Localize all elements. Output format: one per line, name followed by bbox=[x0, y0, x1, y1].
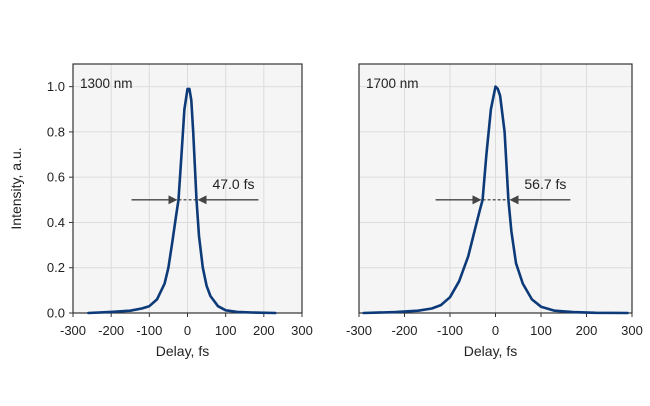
pulse-curve bbox=[87, 87, 277, 315]
y-tick-label: 0.2 bbox=[47, 260, 65, 275]
fwhm-label: 47.0 fs bbox=[212, 176, 254, 192]
x-tick-label: 100 bbox=[215, 323, 237, 338]
panel-label: 1300 nm bbox=[80, 76, 133, 91]
x-tick-label: -300 bbox=[346, 323, 372, 338]
x-tick-label: -300 bbox=[60, 323, 86, 338]
x-tick-label: -200 bbox=[98, 323, 124, 338]
x-axis-label: Delay, fs bbox=[464, 343, 517, 359]
y-tick-label: 1.0 bbox=[47, 79, 65, 94]
x-tick-label: -100 bbox=[136, 323, 162, 338]
chart-panel-1: -300 -200 -100 0 100 200 300 Delay, fs 1700 nm 56… bbox=[346, 63, 643, 359]
panel-label: 1700 nm bbox=[366, 76, 419, 91]
y-tick-label: 0.6 bbox=[47, 170, 65, 185]
x-tick-label: 100 bbox=[530, 323, 552, 338]
pulse-curve bbox=[362, 85, 629, 315]
x-axis-label: Delay, fs bbox=[156, 343, 209, 359]
x-tick-label: 300 bbox=[291, 323, 313, 338]
x-tick-label: 0 bbox=[492, 323, 499, 338]
x-tick-label: -200 bbox=[391, 323, 417, 338]
y-tick-label: 0.0 bbox=[47, 306, 65, 321]
x-tick-label: 200 bbox=[576, 323, 598, 338]
fwhm-label: 56.7 fs bbox=[524, 176, 566, 192]
x-tick-label: 200 bbox=[253, 323, 275, 338]
x-tick-label: 0 bbox=[184, 323, 191, 338]
x-tick-label: 300 bbox=[621, 323, 643, 338]
chart-panel-0: -300 -200 -100 0 100 200 300 0.0 0.2 0.4 0.6 0.8 1.0… bbox=[8, 63, 313, 359]
x-tick-label: -100 bbox=[437, 323, 463, 338]
y-axis-label: Intensity, a.u. bbox=[8, 147, 24, 229]
y-tick-label: 0.4 bbox=[47, 215, 65, 230]
y-tick-label: 0.8 bbox=[47, 124, 65, 139]
